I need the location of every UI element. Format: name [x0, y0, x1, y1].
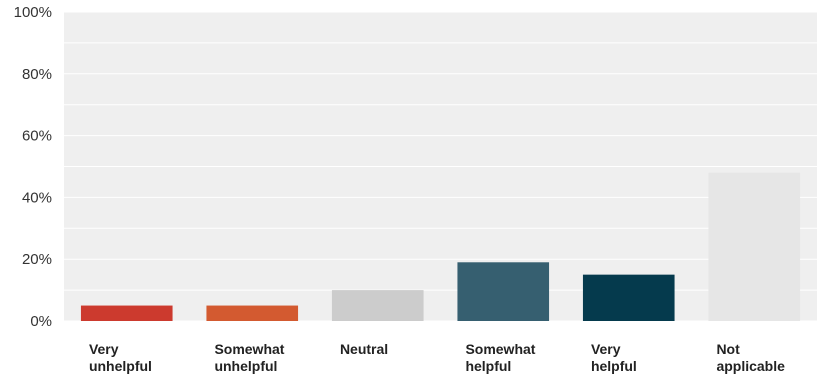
x-tick-label: Somewhat helpful — [465, 341, 535, 374]
y-tick-label: 60% — [22, 128, 52, 145]
y-tick-label: 0% — [30, 313, 52, 330]
bar — [80, 305, 173, 321]
x-tick-label: Very helpful — [591, 341, 637, 374]
bar — [582, 274, 675, 321]
bar — [331, 290, 424, 321]
x-tick-label: Not applicable — [716, 341, 785, 374]
x-tick-label: Very unhelpful — [89, 341, 152, 374]
x-tick-label: Somewhat unhelpful — [214, 341, 284, 374]
bar — [206, 305, 299, 321]
x-axis-ticks: Very unhelpful Somewhat unhelpful Neutral Som… — [89, 341, 785, 374]
y-tick-label: 80% — [22, 66, 52, 83]
y-tick-label: 100% — [14, 4, 52, 21]
bars — [80, 172, 801, 321]
bar — [708, 172, 801, 321]
gridlines — [64, 11, 817, 322]
y-tick-label: 20% — [22, 251, 52, 268]
y-tick-label: 40% — [22, 189, 52, 206]
bar — [457, 262, 550, 321]
x-tick-label: Neutral — [340, 341, 388, 357]
y-axis-ticks: 0% 20% 40% 60% 80% 100% — [14, 4, 52, 330]
